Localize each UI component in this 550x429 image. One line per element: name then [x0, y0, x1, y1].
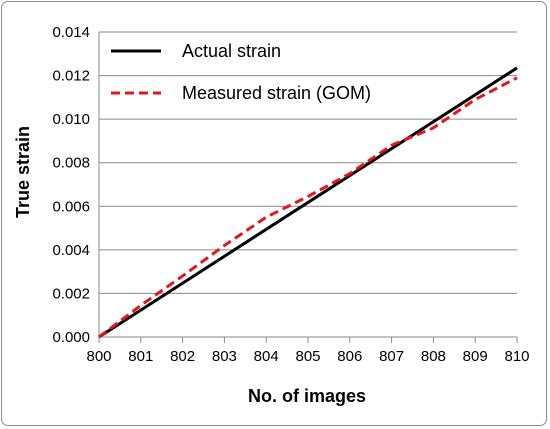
series-layer: [98, 66, 518, 339]
legend-label-measured-strain: Measured strain (GOM): [182, 83, 371, 103]
gridlines: [99, 31, 517, 294]
y-tick-label: 0.006: [52, 198, 90, 215]
y-tick-label: 0.008: [52, 155, 90, 172]
x-tick-label: 802: [170, 348, 195, 365]
x-tick-labels: 800 801 802 803 804 805 806 807 808 809 810: [86, 348, 529, 365]
x-tick-label: 800: [86, 348, 111, 365]
series-line-measured-strain: [98, 76, 518, 339]
x-tick-label: 808: [421, 348, 446, 365]
y-tick-label: 0.002: [52, 285, 90, 302]
x-tick-label: 804: [254, 348, 279, 365]
y-tick-label: 0.004: [52, 242, 90, 259]
series-line-actual-strain: [98, 66, 518, 339]
x-tick-label: 807: [379, 348, 404, 365]
y-tick-label: 0.010: [52, 111, 90, 128]
legend: Actual strain Measured strain (GOM): [111, 41, 371, 103]
x-tick-label: 803: [212, 348, 237, 365]
y-axis-title: True strain: [13, 126, 33, 218]
y-tick-labels: 0.000 0.002 0.004 0.006 0.008 0.010 0.012 0.014: [52, 24, 90, 346]
x-tick-label: 805: [295, 348, 320, 365]
axes: [98, 32, 518, 343]
x-tick-label: 810: [504, 348, 529, 365]
x-axis-title: No. of images: [248, 386, 366, 406]
y-tick-label: 0.000: [52, 329, 90, 346]
y-tick-label: 0.012: [52, 68, 90, 85]
x-tick-label: 806: [337, 348, 362, 365]
x-tick-label: 809: [463, 348, 488, 365]
x-tick-label: 801: [128, 348, 153, 365]
y-tick-label: 0.014: [52, 24, 90, 41]
legend-label-actual-strain: Actual strain: [182, 41, 281, 61]
